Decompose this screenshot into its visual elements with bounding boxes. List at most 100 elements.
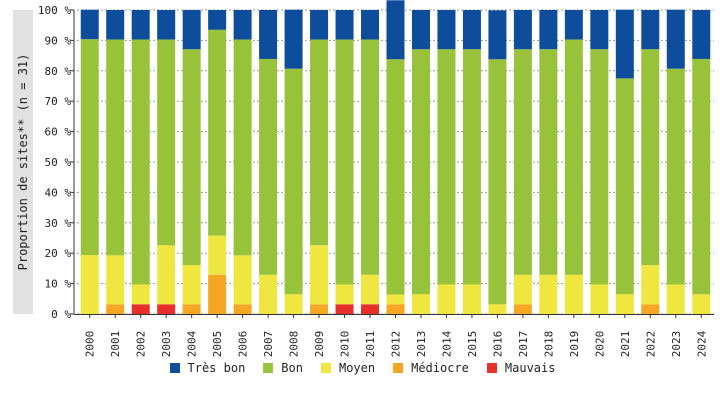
y-tick-label: 90 % [45,34,72,47]
legend-label: Moyen [338,361,376,375]
bar-segment-moyen [666,284,685,314]
bar-segment-médiocre [513,304,532,314]
bar-segment-bon [310,39,329,246]
bar-segment-très-bon [513,10,532,50]
legend-label: Bon [281,361,303,375]
bar-segment-mauvais [131,304,150,314]
bar-segment-médiocre [208,274,227,314]
y-tick-label: 40 % [45,186,72,199]
y-tick-label: 20 % [45,247,72,260]
bar-segment-bon [615,78,634,295]
bar-segment-très-bon [666,9,685,69]
x-tick-label: 2023 [670,331,683,358]
bar-segment-bon [284,68,303,295]
bar-segment-très-bon [641,10,660,50]
bar-segment-bon [666,68,685,285]
bar-segment-bon [233,39,252,256]
x-tick-label: 2012 [390,331,403,358]
x-tick-label: 2011 [364,331,377,358]
bar-segment-médiocre [182,304,201,314]
bar-segment-bon [564,39,583,275]
bar-segment-mauvais [157,304,176,314]
bar-segment-bon [259,58,278,275]
x-tick-label: 2020 [593,331,606,358]
x-tick-label: 2019 [568,331,581,358]
bar-segment-moyen [106,255,125,305]
bar-segment-moyen [411,294,430,314]
y-tick-label: 10 % [45,278,72,291]
bar-segment-moyen [335,284,354,305]
bar-segment-médiocre [233,304,252,314]
bar-segment-moyen [157,245,176,305]
legend-item: Bon [263,361,303,375]
bar-segment-moyen [437,284,456,314]
y-axis-label: Proportion de sites** (n = 31) [16,53,30,271]
bar-segment-mauvais [361,304,380,314]
bar-segment-médiocre [641,304,660,314]
x-tick-label: 2022 [644,331,657,358]
bar-segment-très-bon [106,10,125,40]
x-tick-label: 2004 [186,330,199,357]
x-tick-label: 2018 [542,331,555,358]
bar-segment-moyen [284,294,303,314]
bar-segment-mauvais [335,304,354,314]
bar-segment-bon [488,59,507,305]
x-tick-label: 2008 [288,331,301,358]
bar-segment-médiocre [310,304,329,314]
bar-segment-moyen [539,274,558,314]
x-tick-label: 2015 [466,331,479,358]
x-tick-label: 2016 [491,331,504,358]
bar-segment-très-bon [692,10,711,59]
bar-segment-bon [462,49,481,285]
y-tick-label: 30 % [45,217,72,230]
legend-label: Médiocre [411,361,469,375]
bar-segment-bon [157,39,176,246]
x-tick-label: 2021 [619,331,632,358]
y-tick-label: 60 % [45,126,72,139]
bar-segment-très-bon [208,10,227,30]
x-tick-label: 2001 [109,331,122,358]
bar-segment-moyen [259,274,278,314]
x-tick-label: 2006 [237,331,250,358]
bar-segment-moyen [564,274,583,314]
legend-swatch [169,363,180,373]
bar-segment-moyen [488,304,507,314]
bar-segment-moyen [615,294,634,314]
bar-segment-très-bon [615,9,634,79]
bar-segment-bon [106,39,125,256]
y-tick-label: 80 % [45,65,72,78]
bar-segment-très-bon [335,10,354,40]
bar-segment-moyen [641,265,660,305]
bar-segment-très-bon [590,10,609,50]
bar-segment-moyen [131,284,150,305]
y-tick-label: 100 % [38,4,71,17]
y-tick-labels: 0 % 10 % 20 % 30 % 40 % 50 % 60 % 70 % 80 % 90 % 1… [38,4,74,321]
bar-segment-moyen [462,284,481,314]
bar-segment-moyen [310,245,329,305]
y-axis-label-strip [13,10,33,314]
bar-segment-bon [641,49,660,266]
bar-segment-bon [208,29,227,236]
bar-segment-très-bon [157,10,176,40]
x-tick-labels: 2000 2001 2002 2003 2004 2005 2006 2007 2008 2009… [84,314,708,358]
bar-segment-très-bon [462,10,481,50]
x-tick-label: 2005 [211,331,224,358]
bar-segment-bon [692,58,711,295]
bar-segment-bon [131,39,150,285]
bar-segment-très-bon [310,10,329,40]
x-tick-label: 2003 [160,331,173,358]
bar-segment-moyen [208,235,227,275]
x-tick-label: 2013 [415,331,428,358]
legend-item: Médiocre [393,361,469,375]
bar-segment-moyen [590,284,609,314]
legend-swatch [263,363,274,373]
x-tick-label: 2000 [84,331,97,358]
legend-label: Mauvais [504,361,556,375]
bar-segment-très-bon [411,10,430,50]
bar-segment-moyen [386,294,405,305]
bar-segment-très-bon [361,10,380,40]
bar-segment-moyen [513,274,532,305]
x-tick-label: 2014 [440,330,453,357]
bar-segment-très-bon [539,10,558,50]
bar-segment-moyen [182,265,201,305]
